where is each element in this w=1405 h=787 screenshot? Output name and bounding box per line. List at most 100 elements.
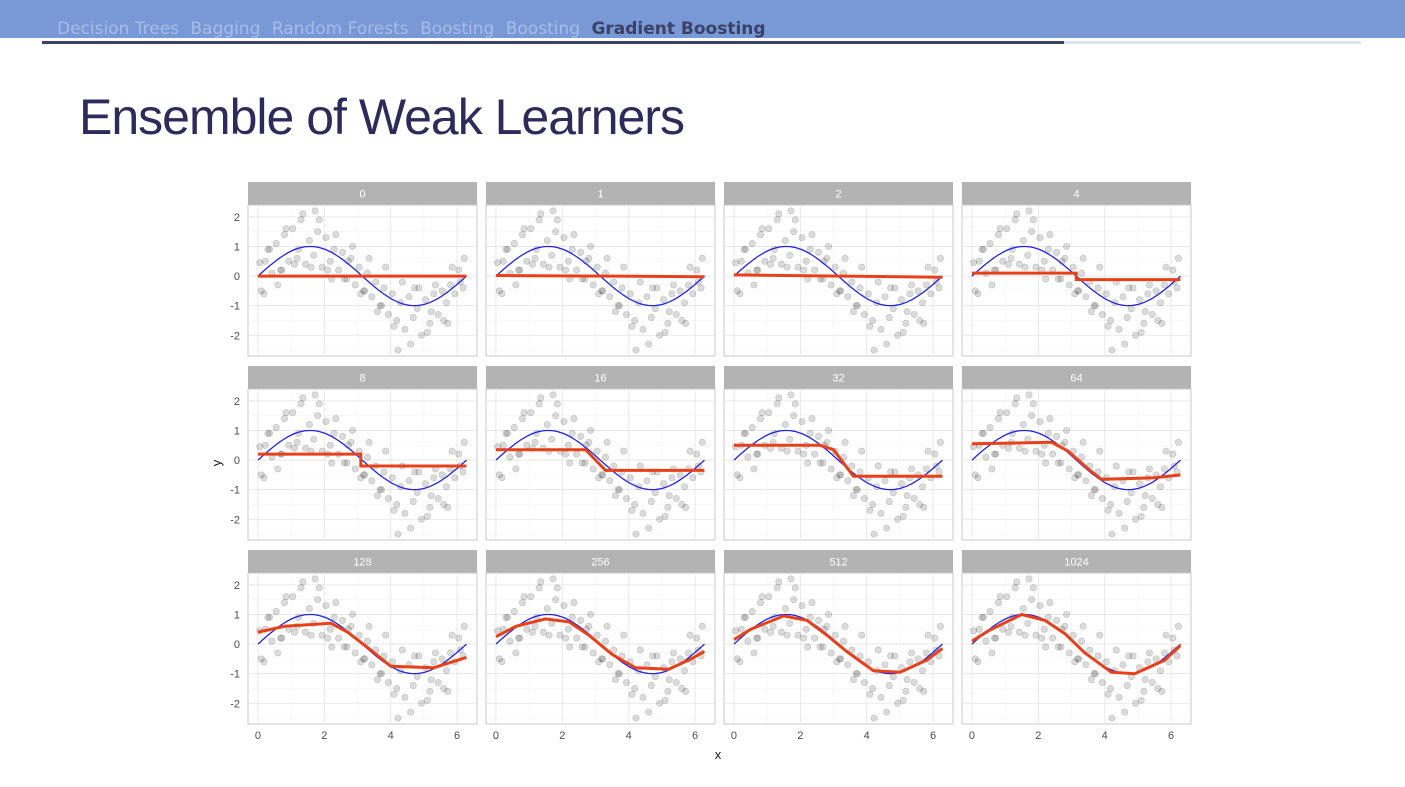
data-point	[1073, 655, 1081, 663]
data-point	[816, 643, 824, 651]
data-point	[455, 634, 463, 642]
data-point	[740, 245, 748, 253]
data-point	[1141, 492, 1149, 500]
data-point	[1057, 643, 1065, 651]
data-point	[758, 225, 766, 233]
data-point	[549, 391, 557, 399]
data-point	[427, 676, 435, 684]
data-point	[407, 524, 415, 532]
data-point	[920, 687, 928, 695]
data-point	[355, 263, 363, 271]
data-point	[748, 607, 756, 615]
data-point	[512, 649, 520, 657]
x-tick-label: 2	[321, 730, 327, 742]
data-point	[434, 679, 442, 687]
data-point	[499, 441, 507, 449]
tab-decision-trees[interactable]: Decision Trees	[57, 19, 180, 39]
data-point	[266, 245, 274, 253]
data-point	[802, 257, 810, 265]
facet-label: 512	[829, 557, 847, 569]
data-point	[1098, 495, 1106, 503]
data-point	[578, 459, 586, 467]
data-point	[1165, 658, 1173, 666]
data-point	[823, 438, 831, 446]
data-point	[324, 634, 332, 642]
data-point	[264, 245, 272, 253]
data-point	[1046, 415, 1054, 423]
data-point	[742, 429, 750, 437]
data-point	[382, 631, 390, 639]
y-tick-label: -1	[230, 669, 240, 681]
data-point	[1061, 622, 1069, 630]
data-point	[343, 643, 351, 651]
data-point	[908, 465, 916, 473]
data-point	[515, 266, 523, 274]
data-point	[811, 266, 819, 274]
tab-bagging[interactable]: Bagging	[190, 19, 261, 39]
data-point	[1132, 331, 1140, 339]
data-point	[552, 596, 560, 604]
y-tick-label: 1	[234, 425, 240, 437]
data-point	[1025, 391, 1033, 399]
data-point	[668, 658, 676, 666]
data-point	[916, 316, 924, 324]
data-point	[411, 284, 419, 292]
data-point	[978, 245, 986, 253]
panel-background	[247, 204, 478, 357]
data-point	[903, 676, 911, 684]
data-point	[256, 443, 264, 451]
data-point	[1158, 319, 1166, 327]
tab-gradient-boosting[interactable]: Gradient Boosting	[591, 19, 766, 39]
data-point	[548, 435, 556, 443]
data-point	[1162, 631, 1170, 639]
data-point	[1063, 242, 1071, 250]
data-point	[885, 498, 893, 506]
data-point	[1024, 619, 1032, 627]
data-point	[494, 627, 502, 635]
data-point	[330, 613, 338, 621]
data-point	[1013, 578, 1021, 586]
data-point	[1154, 684, 1162, 692]
data-point	[910, 495, 918, 503]
data-point	[936, 254, 944, 262]
data-point	[736, 290, 744, 298]
data-point	[1087, 676, 1095, 684]
data-point	[866, 322, 874, 330]
data-point	[606, 661, 614, 669]
data-point	[794, 447, 802, 455]
data-point	[603, 438, 611, 446]
boosted-fit-line	[971, 440, 1181, 481]
data-point	[1065, 465, 1073, 473]
data-point	[1173, 284, 1181, 292]
tab-boosting-2[interactable]: Boosting	[505, 19, 581, 39]
data-point	[748, 423, 756, 431]
data-point	[1013, 210, 1021, 218]
data-point	[622, 495, 630, 503]
data-point	[636, 278, 644, 286]
data-point	[318, 631, 326, 639]
facet-strip	[248, 366, 477, 389]
data-point	[970, 627, 978, 635]
data-point	[272, 607, 280, 615]
data-point	[622, 311, 630, 319]
data-point	[740, 429, 748, 437]
data-point	[615, 302, 623, 310]
data-point	[1127, 305, 1135, 313]
data-point	[920, 319, 928, 327]
data-point	[552, 412, 560, 420]
data-point	[914, 287, 922, 295]
tab-random-forests[interactable]: Random Forests	[271, 19, 409, 39]
data-point	[1148, 679, 1156, 687]
data-point	[1174, 254, 1182, 262]
data-point	[1102, 290, 1110, 298]
data-point	[995, 415, 1003, 423]
data-point	[991, 450, 999, 458]
data-point	[512, 281, 520, 289]
data-point	[1140, 687, 1148, 695]
tab-boosting[interactable]: Boosting	[420, 19, 495, 39]
data-point	[606, 293, 614, 301]
data-point	[891, 284, 899, 292]
data-point	[682, 319, 690, 327]
data-point	[357, 658, 365, 666]
data-point	[918, 299, 926, 307]
